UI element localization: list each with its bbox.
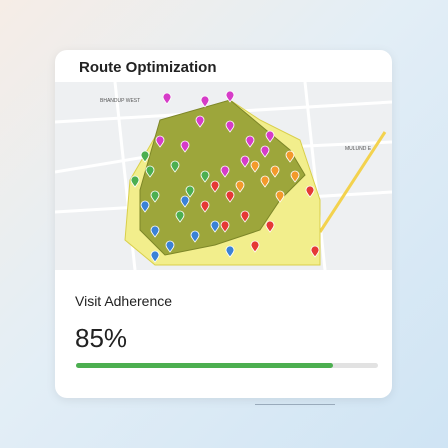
map-pin[interactable] bbox=[260, 145, 270, 158]
map-pin[interactable] bbox=[130, 175, 140, 188]
map-pin[interactable] bbox=[180, 140, 190, 153]
metric-label: Visit Adherence bbox=[75, 293, 173, 309]
map-pin[interactable] bbox=[225, 90, 235, 103]
progress-track bbox=[76, 363, 378, 368]
map-pin[interactable] bbox=[145, 165, 155, 178]
map-pin[interactable] bbox=[180, 195, 190, 208]
metric-value: 85% bbox=[75, 323, 128, 353]
card-title: Route Optimization bbox=[79, 59, 217, 76]
map-pin[interactable] bbox=[235, 180, 245, 193]
map-pin[interactable] bbox=[310, 245, 320, 258]
map-pin[interactable] bbox=[275, 190, 285, 203]
map-pin[interactable] bbox=[162, 92, 172, 105]
map-pin[interactable] bbox=[290, 170, 300, 183]
map[interactable]: BHANDUP WEST MULUND E bbox=[55, 82, 392, 270]
map-pin[interactable] bbox=[265, 130, 275, 143]
map-pin[interactable] bbox=[140, 200, 150, 213]
map-pin[interactable] bbox=[200, 170, 210, 183]
map-pin[interactable] bbox=[250, 240, 260, 253]
map-pin[interactable] bbox=[150, 250, 160, 263]
map-pin[interactable] bbox=[245, 135, 255, 148]
map-pin[interactable] bbox=[185, 185, 195, 198]
map-pin[interactable] bbox=[150, 225, 160, 238]
map-label: MULUND E bbox=[345, 146, 372, 152]
map-pin[interactable] bbox=[250, 160, 260, 173]
map-pin[interactable] bbox=[175, 210, 185, 223]
map-pin[interactable] bbox=[220, 165, 230, 178]
progress-fill bbox=[76, 363, 333, 368]
map-pin[interactable] bbox=[165, 240, 175, 253]
map-pin[interactable] bbox=[220, 220, 230, 233]
map-pin[interactable] bbox=[225, 120, 235, 133]
map-pin[interactable] bbox=[225, 190, 235, 203]
map-pin[interactable] bbox=[260, 175, 270, 188]
map-pin[interactable] bbox=[200, 95, 210, 108]
map-pin[interactable] bbox=[210, 180, 220, 193]
map-pin[interactable] bbox=[225, 245, 235, 258]
map-pin[interactable] bbox=[195, 115, 205, 128]
map-pin[interactable] bbox=[265, 220, 275, 233]
map-pin[interactable] bbox=[190, 230, 200, 243]
divider bbox=[255, 404, 335, 405]
map-label: BHANDUP WEST bbox=[100, 98, 140, 104]
map-pin[interactable] bbox=[240, 155, 250, 168]
map-pin[interactable] bbox=[170, 160, 180, 173]
card: Route Optimization BHANDUP WEST MULUND E… bbox=[55, 50, 392, 398]
map-pin[interactable] bbox=[305, 185, 315, 198]
map-pin[interactable] bbox=[150, 190, 160, 203]
map-pin[interactable] bbox=[270, 165, 280, 178]
map-pin[interactable] bbox=[285, 150, 295, 163]
map-pin[interactable] bbox=[155, 135, 165, 148]
map-pin[interactable] bbox=[140, 150, 150, 163]
map-pin[interactable] bbox=[200, 200, 210, 213]
map-pin[interactable] bbox=[210, 220, 220, 233]
route-line bbox=[318, 131, 387, 233]
pins bbox=[130, 90, 320, 263]
map-pin[interactable] bbox=[240, 210, 250, 223]
